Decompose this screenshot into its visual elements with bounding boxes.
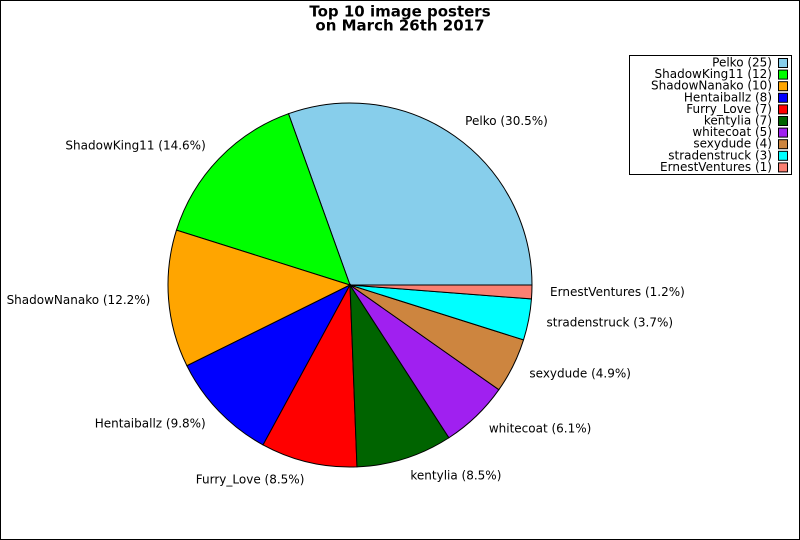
legend-label: ErnestVentures (1): [660, 160, 772, 174]
pie-slice: [262, 283, 358, 468]
legend-label: Furry_Love (7): [686, 102, 772, 116]
chart-title: on March 26th 2017: [315, 17, 484, 35]
legend-label: Pelko (25): [712, 56, 772, 70]
legend-box: [629, 55, 792, 175]
legend-swatch: [778, 58, 788, 68]
legend-swatch: [778, 162, 788, 173]
slice-label: kentylia (8.5%): [410, 468, 501, 482]
slice-label: whitecoat (6.1%): [489, 422, 592, 436]
legend-swatch: [778, 150, 788, 161]
slice-label: Hentaiballz (9.8%): [95, 416, 206, 430]
pie-slice: [349, 284, 533, 300]
slice-label: ErnestVentures (1.2%): [550, 285, 685, 299]
legend-swatch: [778, 127, 788, 138]
slice-label: sexydude (4.9%): [529, 366, 631, 380]
pie-slice: [175, 113, 351, 286]
legend-label: sexydude (4): [693, 137, 772, 151]
pie-slice: [186, 283, 352, 446]
slice-label: Pelko (30.5%): [465, 114, 548, 128]
legend-label: whitecoat (5): [692, 125, 772, 139]
slice-label: Furry_Love (8.5%): [196, 472, 305, 486]
legend-label: Hentaiballz (8): [684, 90, 772, 104]
legend-swatch: [778, 69, 788, 80]
legend-label: stradenstruck (3): [668, 148, 772, 162]
chart-title: Top 10 image posters: [309, 3, 490, 21]
legend-swatch: [778, 92, 788, 103]
pie-slice: [349, 283, 450, 468]
pie-slice: [287, 102, 533, 286]
legend-swatch: [778, 81, 788, 92]
legend-swatch: [778, 139, 788, 150]
legend-swatch: [778, 116, 788, 126]
legend-swatch: [778, 104, 788, 115]
legend-label: ShadowNanako (10): [651, 79, 772, 93]
legend-label: kentylia (7): [704, 114, 772, 128]
slice-label: ShadowNanako (12.2%): [7, 293, 151, 307]
pie-slice: [167, 229, 352, 367]
slice-label: stradenstruck (3.7%): [547, 316, 674, 330]
slice-label: ShadowKing11 (14.6%): [65, 139, 205, 153]
legend-label: ShadowKing11 (12): [655, 67, 773, 81]
